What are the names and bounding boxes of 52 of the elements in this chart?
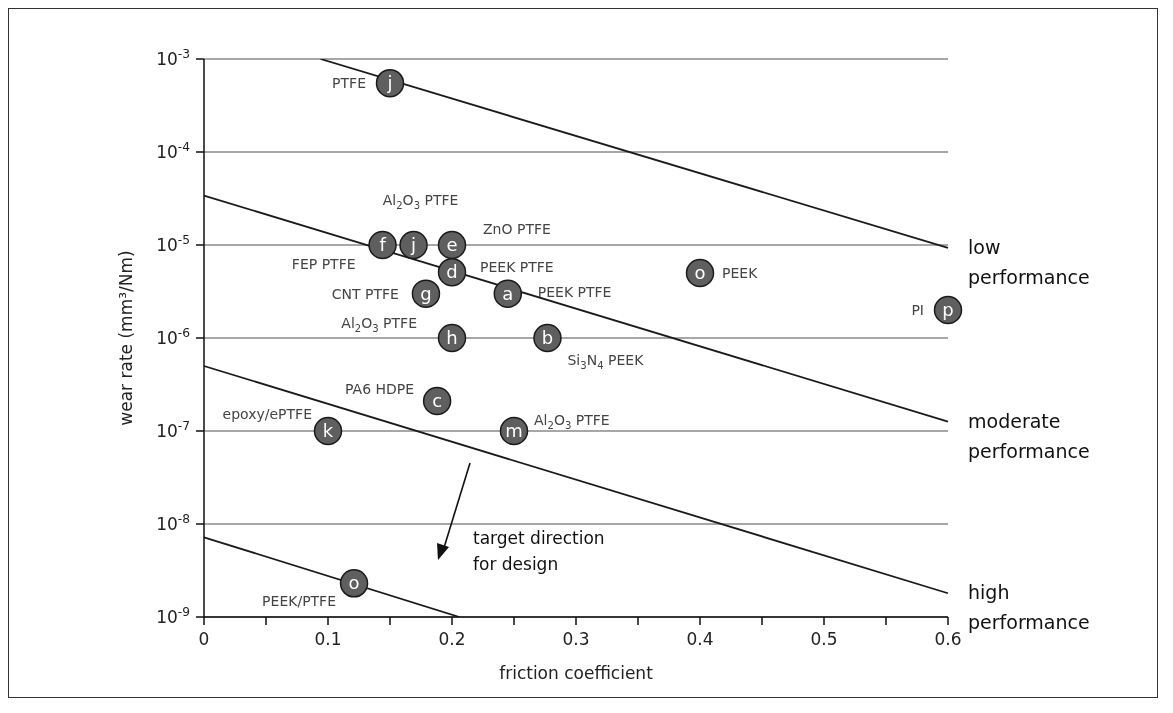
data-label: d — [446, 261, 458, 283]
x-axis-title: friction coefficient — [499, 663, 654, 683]
data-label: j — [386, 72, 393, 94]
annotation: PEEK — [722, 265, 759, 281]
x-tick-label: 0 — [198, 629, 210, 649]
data-label: k — [322, 420, 334, 441]
y-tick-label: 10$^{-6}$ — [156, 326, 191, 348]
data-label: p — [942, 299, 954, 320]
annotation: Al$_{2}$O$_{3}$ PTFE — [382, 192, 459, 212]
annotation: Si$_{3}$N$_{4}$ PEEK — [567, 352, 645, 372]
data-label: e — [446, 234, 458, 255]
annotation: PEEK PTFE — [480, 259, 554, 276]
annotation: PEEK PTFE — [537, 283, 612, 300]
x-tick-label: 0.6 — [934, 629, 962, 649]
x-tick-label: 0.3 — [562, 629, 590, 649]
annotation: FEP PTFE — [291, 256, 356, 272]
y-tick-label: 10$^{-4}$ — [156, 140, 191, 162]
data-label: b — [541, 327, 554, 348]
series-label: high performance — [968, 581, 1090, 634]
y-axis-title: wear rate (mm³/Nm) — [116, 250, 137, 426]
x-tick-label: 0.1 — [314, 629, 342, 649]
y-tick-label: 10$^{-8}$ — [156, 512, 190, 534]
annotation: ZnO PTFE — [483, 221, 551, 237]
y-tick-label: 10$^{-9}$ — [156, 605, 190, 627]
data-label: g — [420, 282, 432, 304]
annotation: Al$_{2}$O$_{3}$ PTFE — [341, 315, 417, 335]
data-label: f — [379, 234, 387, 255]
data-label: h — [446, 327, 458, 348]
series-label: moderate performance — [968, 409, 1090, 462]
annotation: Al$_{2}$O$_{3}$ PTFE — [534, 412, 610, 432]
annotation: CNT PTFE — [331, 285, 399, 302]
point — [375, 68, 405, 98]
data-label: o — [694, 262, 706, 283]
annotation: PTFE — [332, 75, 366, 92]
data-label: j — [410, 234, 417, 255]
annotation: epoxy/ePTFE — [222, 406, 312, 422]
y-tick-label: 10$^{-5}$ — [156, 233, 190, 255]
y-tick-label: 10$^{-7}$ — [156, 419, 190, 441]
x-tick-label: 0.4 — [686, 629, 714, 649]
x-tick-label: 0.5 — [810, 629, 838, 649]
data-label: m — [505, 420, 523, 441]
point — [422, 386, 452, 416]
series-label: low performance — [968, 235, 1090, 288]
data-label: c — [432, 390, 443, 412]
annotation: target direction for design — [473, 527, 606, 576]
x-tick-label: 0.2 — [438, 629, 466, 649]
data-label: o — [348, 572, 360, 594]
annotation: PEEK/PTFE — [262, 593, 337, 610]
data-label: a — [502, 282, 514, 304]
annotation: PI — [911, 302, 924, 318]
y-tick-label: 10$^{-3}$ — [156, 47, 190, 69]
annotation: PA6 HDPE — [345, 381, 415, 398]
